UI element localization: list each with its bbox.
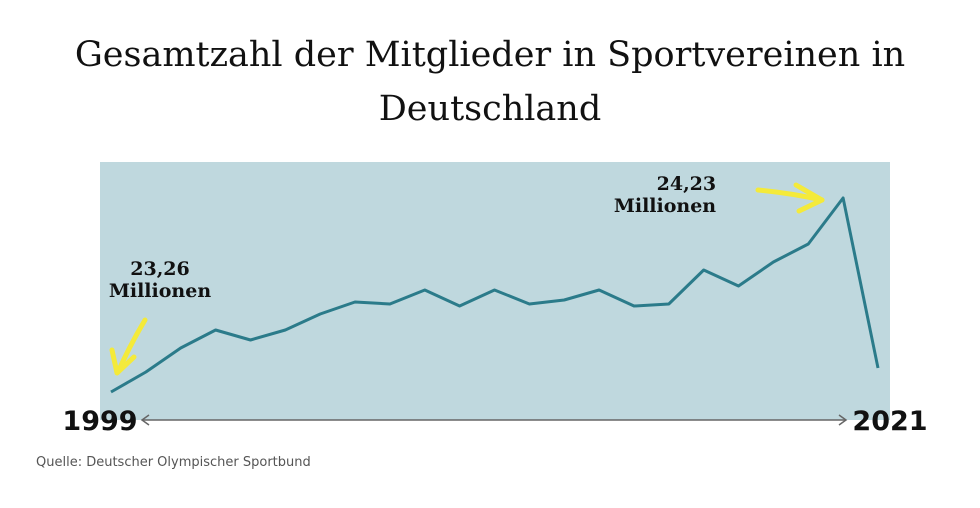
value-label: 24,23 — [657, 173, 717, 195]
value-unit: Millionen — [109, 280, 211, 302]
line — [110, 196, 880, 394]
chart-title: Gesamtzahl der Mitglieder in Sportverein… — [74, 35, 906, 129]
annotation-arrow — [109, 182, 825, 376]
value-unit: Millionen — [614, 195, 716, 217]
x-tick-label: 1999 — [62, 406, 137, 437]
x-axis-arrow — [140, 414, 848, 426]
source: Quelle: Deutscher Olympischer Sportbund — [36, 455, 311, 470]
x-tick-label: 2021 — [852, 406, 927, 437]
value-label: 23,26 — [130, 258, 190, 280]
